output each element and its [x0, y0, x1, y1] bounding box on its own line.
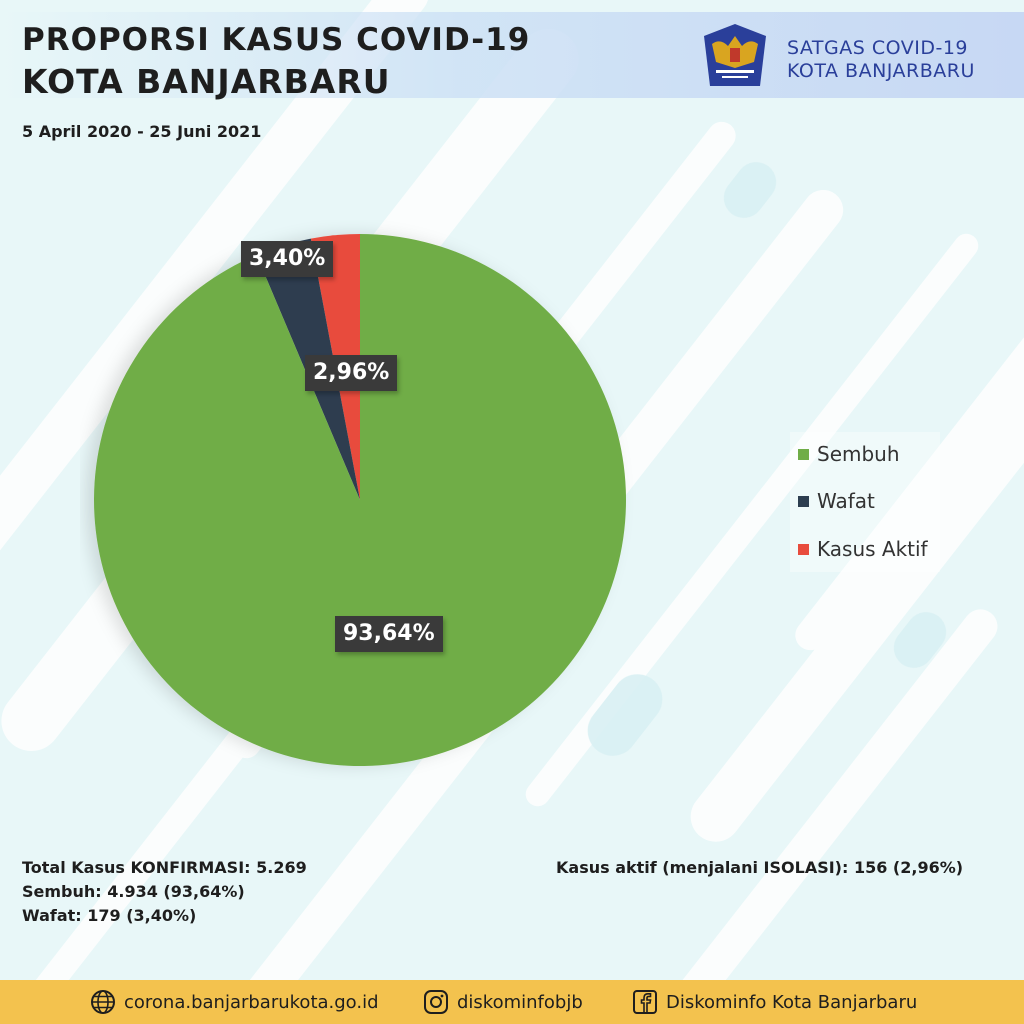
legend-item-sembuh: Sembuh — [798, 442, 900, 466]
stat-total: Total Kasus KONFIRMASI: 5.269 — [22, 858, 307, 877]
chart-legend: Sembuh Wafat Kasus Aktif — [790, 432, 940, 572]
stat-kasus-aktif: Kasus aktif (menjalani ISOLASI): 156 (2,… — [556, 858, 964, 877]
legend-swatch-sembuh — [798, 448, 809, 460]
legend-label-sembuh: Sembuh — [817, 442, 900, 466]
legend-label-kasus-aktif: Kasus Aktif — [817, 537, 928, 561]
footer-instagram[interactable]: diskominfobjb — [423, 980, 583, 1024]
instagram-icon — [424, 990, 448, 1014]
footer-bar: corona.banjarbarukota.go.id diskominfobj… — [0, 980, 1024, 1024]
footer-facebook[interactable]: Diskominfo Kota Banjarbaru — [632, 980, 917, 1024]
org-name: SATGAS COVID-19 KOTA BANJARBARU — [787, 37, 975, 83]
footer-website[interactable]: corona.banjarbarukota.go.id — [90, 980, 379, 1024]
page-title-line2: KOTA BANJARBARU — [22, 62, 391, 101]
stats-summary: Total Kasus KONFIRMASI: 5.269 Sembuh: 4.… — [22, 856, 307, 928]
header-band — [0, 12, 1024, 98]
pie-chart — [94, 234, 627, 766]
pie-label-wafat: 3,40% — [241, 241, 334, 277]
garuda-covid-task-force-logo-icon — [704, 24, 766, 86]
stat-wafat: Wafat: 179 (3,40%) — [22, 906, 197, 925]
pie-label-sembuh: 93,64% — [335, 616, 443, 652]
globe-icon — [91, 990, 115, 1014]
org-name-line2: KOTA BANJARBARU — [787, 60, 975, 82]
footer-facebook-label: Diskominfo Kota Banjarbaru — [666, 991, 918, 1013]
org-name-line1: SATGAS COVID-19 — [787, 37, 969, 59]
footer-instagram-label: diskominfobjb — [457, 991, 583, 1013]
facebook-icon — [633, 990, 657, 1014]
legend-item-wafat: Wafat — [798, 489, 875, 513]
date-range: 5 April 2020 - 25 Juni 2021 — [22, 122, 262, 141]
legend-swatch-kasus-aktif — [798, 543, 809, 555]
legend-label-wafat: Wafat — [817, 489, 875, 513]
footer-website-label: corona.banjarbarukota.go.id — [124, 991, 379, 1013]
legend-swatch-wafat — [798, 495, 809, 507]
pie-label-kasus-aktif: 2,96% — [305, 355, 398, 391]
legend-item-kasus-aktif: Kasus Aktif — [798, 537, 928, 561]
pie-slice-sembuh — [94, 234, 627, 766]
page-title-line1: PROPORSI KASUS COVID-19 — [22, 22, 531, 58]
stat-sembuh: Sembuh: 4.934 (93,64%) — [22, 882, 245, 901]
